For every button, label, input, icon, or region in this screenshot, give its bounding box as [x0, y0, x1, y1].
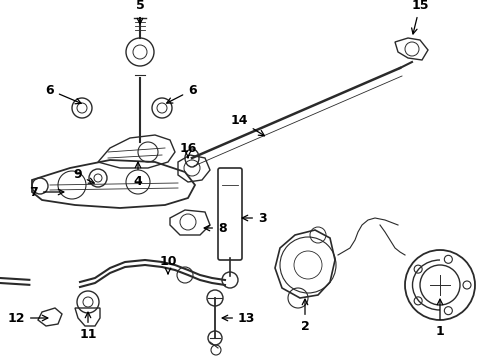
Text: 16: 16 — [179, 142, 196, 158]
Text: 1: 1 — [436, 299, 444, 338]
Text: 7: 7 — [29, 185, 64, 198]
Text: 5: 5 — [136, 0, 145, 24]
Text: 6: 6 — [46, 84, 81, 104]
Text: 9: 9 — [74, 168, 94, 183]
Text: 6: 6 — [167, 84, 196, 103]
Text: 11: 11 — [79, 312, 97, 341]
Text: 2: 2 — [301, 299, 309, 333]
Text: 12: 12 — [7, 311, 48, 324]
Text: 4: 4 — [134, 162, 143, 188]
Text: 3: 3 — [242, 211, 267, 225]
Text: 13: 13 — [222, 311, 255, 324]
Text: 8: 8 — [204, 221, 227, 234]
Text: 15: 15 — [411, 0, 429, 34]
Text: 14: 14 — [230, 113, 265, 136]
Text: 10: 10 — [159, 255, 177, 274]
